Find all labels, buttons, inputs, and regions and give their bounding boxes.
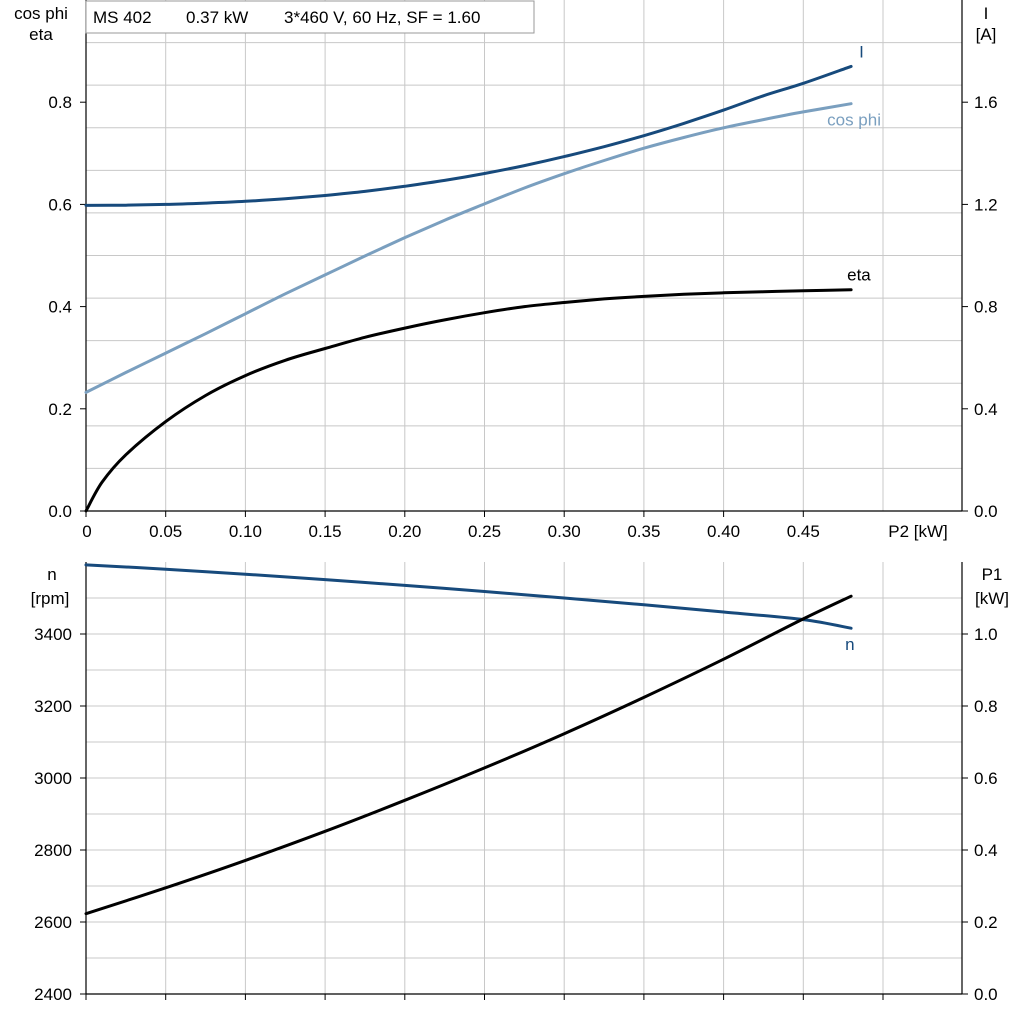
left-tick-label: 0.0 xyxy=(48,502,72,521)
top-panel: 0.0 0.2 0.4 0.6 0.8 0.0 0.4 0.8 1.2 1.6 cos phi eta… xyxy=(14,0,998,541)
left-tick-label: 0.4 xyxy=(48,298,72,317)
grid xyxy=(86,0,962,511)
series-label-cos-phi: cos phi xyxy=(827,111,881,130)
series-label-i: I xyxy=(859,42,864,61)
info-rated-power: 0.37 kW xyxy=(186,8,248,27)
left-tick-label: 2400 xyxy=(34,985,72,1004)
series-line-eta xyxy=(84,288,853,513)
right-tick-label: 1.2 xyxy=(974,195,998,214)
x-tick-label: 0.10 xyxy=(229,522,262,541)
left-axis-title: n xyxy=(47,565,56,584)
left-axis-title: [rpm] xyxy=(31,589,70,608)
left-axis-title: eta xyxy=(29,25,53,44)
bottom-panel: 2400 2600 2800 3000 3200 3400 0.0 0.2 0.4 0.6 0.8 1… xyxy=(31,562,1009,1004)
series-line-i xyxy=(84,64,853,207)
left-tick-label: 0.6 xyxy=(48,195,72,214)
right-tick-label: 0.4 xyxy=(974,841,998,860)
right-tick-label: 0.8 xyxy=(974,298,998,317)
series-line-p1 xyxy=(84,594,853,916)
x-axis-title: P2 [kW] xyxy=(888,522,948,541)
series-line-cos-phi xyxy=(84,102,853,394)
left-tick-label: 3000 xyxy=(34,769,72,788)
x-tick-label: 0.40 xyxy=(707,522,740,541)
left-tick-label: 3400 xyxy=(34,625,72,644)
right-axis-title: [A] xyxy=(976,25,997,44)
right-tick-label: 0.0 xyxy=(974,502,998,521)
info-box: MS 402 0.37 kW 3*460 V, 60 Hz, SF = 1.60 xyxy=(85,0,535,34)
x-tick-label: 0.35 xyxy=(627,522,660,541)
x-tick-label: 0 xyxy=(82,522,91,541)
series-line-n xyxy=(84,563,853,630)
info-model: MS 402 xyxy=(93,8,152,27)
left-axis-title: cos phi xyxy=(14,4,68,23)
series-label-eta: eta xyxy=(847,266,871,285)
x-tick-label: 0.25 xyxy=(468,522,501,541)
left-tick-label: 0.8 xyxy=(48,93,72,112)
info-box-frame xyxy=(85,0,535,34)
right-axis-title: [kW] xyxy=(975,589,1009,608)
right-tick-label: 1.6 xyxy=(974,93,998,112)
left-tick-label: 3200 xyxy=(34,697,72,716)
right-tick-label: 0.2 xyxy=(974,913,998,932)
info-specs: 3*460 V, 60 Hz, SF = 1.60 xyxy=(284,8,480,27)
x-tick-label: 0.30 xyxy=(548,522,581,541)
series-label-n: n xyxy=(845,635,854,654)
x-tick-label: 0.15 xyxy=(309,522,342,541)
left-tick-label: 2800 xyxy=(34,841,72,860)
right-tick-label: 0.8 xyxy=(974,697,998,716)
right-tick-label: 1.0 xyxy=(974,625,998,644)
right-axis-title: I xyxy=(984,4,989,23)
x-tick-label: 0.45 xyxy=(787,522,820,541)
right-axis-title: P1 xyxy=(982,565,1003,584)
right-tick-label: 0.4 xyxy=(974,400,998,419)
right-tick-label: 0.6 xyxy=(974,769,998,788)
right-tick-label: 0.0 xyxy=(974,985,998,1004)
grid xyxy=(86,562,962,994)
left-tick-label: 2600 xyxy=(34,913,72,932)
left-tick-label: 0.2 xyxy=(48,400,72,419)
x-tick-label: 0.05 xyxy=(149,522,182,541)
x-tick-label: 0.20 xyxy=(388,522,421,541)
